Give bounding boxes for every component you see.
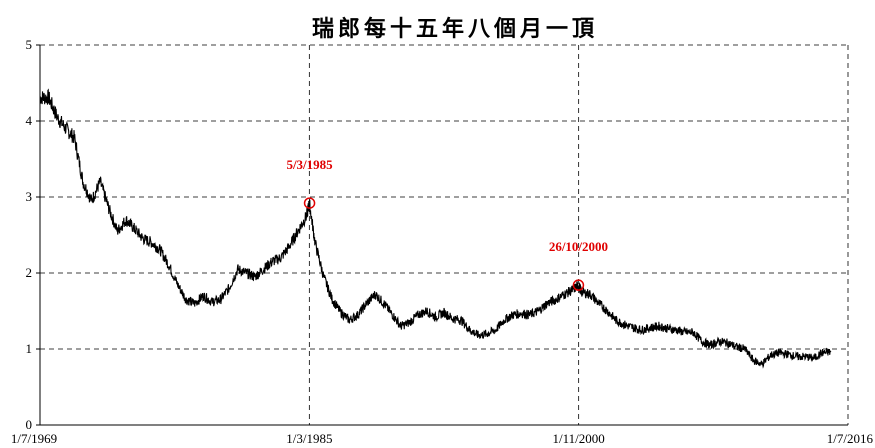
peak-label: 5/3/1985 <box>286 157 333 172</box>
x-tick-label: 1/7/1969 <box>11 431 57 446</box>
peak-label: 26/10/2000 <box>549 239 608 254</box>
peak-marker <box>572 279 585 291</box>
y-tick-label: 2 <box>26 265 33 280</box>
y-tick-label: 3 <box>26 189 33 204</box>
x-tick-labels: 1/7/1969 1/3/1985 1/11/2000 1/7/2016 <box>11 431 874 446</box>
series-group <box>39 88 832 369</box>
y-tick-label: 5 <box>26 37 33 52</box>
grid <box>40 44 849 425</box>
x-tick-label: 1/3/1985 <box>286 431 332 446</box>
annotations: 5/3/1985 26/10/2000 <box>286 157 608 291</box>
y-tick-label: 1 <box>26 341 33 356</box>
y-tick-label: 0 <box>26 417 33 432</box>
x-tick-label: 1/7/2016 <box>827 431 874 446</box>
y-tick-label: 4 <box>26 113 33 128</box>
y-tick-labels: 0 1 2 3 4 5 <box>26 37 33 432</box>
chart-title: 瑞郎每十五年八個月一頂 <box>312 16 598 42</box>
axes <box>36 44 848 426</box>
x-tick-label: 1/11/2000 <box>553 431 605 446</box>
peak-marker <box>303 197 316 209</box>
series-line <box>39 88 832 369</box>
